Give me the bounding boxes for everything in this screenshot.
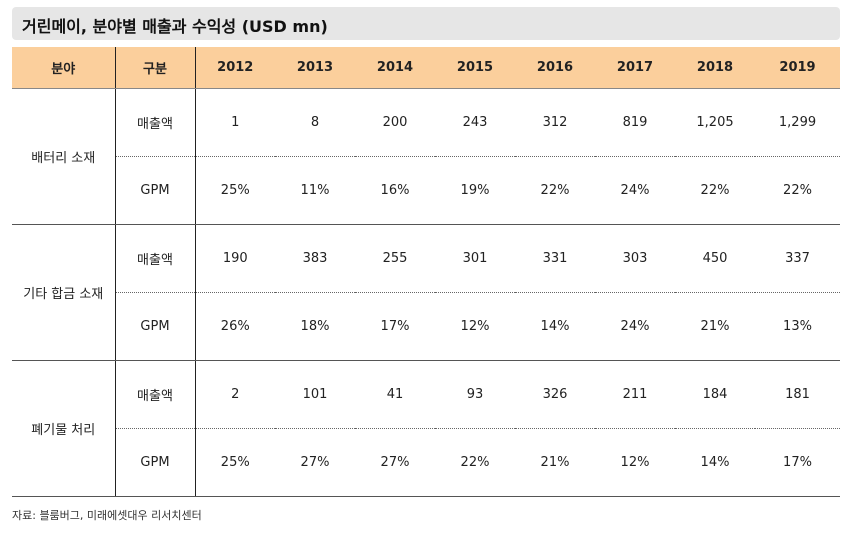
value-cell: 331	[515, 224, 595, 293]
metric-label-cell: GPM	[115, 292, 196, 361]
header-cell: 분야	[12, 47, 116, 89]
value-cell: 2	[195, 360, 275, 429]
data-table: 분야 구분 2012 2013 2014 2015 2016 2017 2018…	[12, 47, 840, 497]
value-cell: 22%	[755, 156, 840, 225]
value-cell: 101	[275, 360, 355, 429]
table-body: 배터리 소재 매출액 1 8 200 243 312 819 1,205 1,299 GPM 25% 1…	[12, 88, 840, 497]
value-cell: 819	[595, 88, 675, 157]
value-cell: 312	[515, 88, 595, 157]
header-row: 분야 구분 2012 2013 2014 2015 2016 2017 2018…	[12, 47, 840, 89]
header-cell: 2013	[275, 47, 355, 89]
value-cell: 27%	[355, 428, 435, 497]
value-cell: 21%	[515, 428, 595, 497]
value-cell: 12%	[435, 292, 515, 361]
value-cell: 184	[675, 360, 755, 429]
value-cell: 190	[195, 224, 275, 293]
value-cell: 255	[355, 224, 435, 293]
value-cell: 24%	[595, 292, 675, 361]
value-cell: 8	[275, 88, 355, 157]
value-cell: 1	[195, 88, 275, 157]
value-cell: 16%	[355, 156, 435, 225]
field-cell: 배터리 소재	[12, 88, 116, 225]
value-cell: 326	[515, 360, 595, 429]
header-cell: 2017	[595, 47, 675, 89]
value-cell: 21%	[675, 292, 755, 361]
value-cell: 383	[275, 224, 355, 293]
value-cell: 25%	[195, 156, 275, 225]
value-cell: 24%	[595, 156, 675, 225]
value-cell: 19%	[435, 156, 515, 225]
header-cell: 2015	[435, 47, 515, 89]
value-cell: 22%	[515, 156, 595, 225]
title-bar: 거린메이, 분야별 매출과 수익성 (USD mn)	[12, 7, 840, 40]
value-cell: 337	[755, 224, 840, 293]
metric-label-cell: GPM	[115, 428, 196, 497]
metric-label-cell: 매출액	[115, 88, 196, 157]
page-title: 거린메이, 분야별 매출과 수익성 (USD mn)	[22, 17, 328, 36]
field-cell: 기타 합금 소재	[12, 224, 116, 361]
value-cell: 22%	[675, 156, 755, 225]
table-row: 기타 합금 소재 매출액 190 383 255 301 331 303 450 337	[12, 224, 840, 361]
field-cell: 폐기물 처리	[12, 360, 116, 497]
value-cell: 211	[595, 360, 675, 429]
table-row: 배터리 소재 매출액 1 8 200 243 312 819 1,205 1,299	[12, 88, 840, 225]
value-cell: 93	[435, 360, 515, 429]
metric-label-cell: 매출액	[115, 224, 196, 293]
value-cell: 181	[755, 360, 840, 429]
value-cell: 243	[435, 88, 515, 157]
header-cell: 2018	[675, 47, 755, 89]
value-cell: 26%	[195, 292, 275, 361]
header-cell: 구분	[115, 47, 196, 89]
value-cell: 450	[675, 224, 755, 293]
value-cell: 17%	[755, 428, 840, 497]
value-cell: 25%	[195, 428, 275, 497]
metric-label-cell: 매출액	[115, 360, 196, 429]
value-cell: 17%	[355, 292, 435, 361]
metric-label-cell: GPM	[115, 156, 196, 225]
value-cell: 14%	[675, 428, 755, 497]
value-cell: 13%	[755, 292, 840, 361]
header-cell: 2014	[355, 47, 435, 89]
table-row: GPM 25% 27% 27% 22% 21% 12% 14% 17%	[12, 428, 840, 497]
header-cell: 2012	[195, 47, 275, 89]
value-cell: 41	[355, 360, 435, 429]
value-cell: 301	[435, 224, 515, 293]
table-row: GPM 26% 18% 17% 12% 14% 24% 21% 13%	[12, 292, 840, 361]
value-cell: 11%	[275, 156, 355, 225]
value-cell: 12%	[595, 428, 675, 497]
table-row: 폐기물 처리 매출액 2 101 41 93 326 211 184 181	[12, 360, 840, 497]
value-cell: 14%	[515, 292, 595, 361]
source-note: 자료: 블룸버그, 미래에셋대우 리서치센터	[12, 509, 202, 522]
header-cell: 2019	[755, 47, 840, 89]
value-cell: 22%	[435, 428, 515, 497]
value-cell: 1,299	[755, 88, 840, 157]
value-cell: 27%	[275, 428, 355, 497]
table-row: GPM 25% 11% 16% 19% 22% 24% 22% 22%	[12, 156, 840, 225]
header-cell: 2016	[515, 47, 595, 89]
value-cell: 200	[355, 88, 435, 157]
value-cell: 1,205	[675, 88, 755, 157]
value-cell: 18%	[275, 292, 355, 361]
value-cell: 303	[595, 224, 675, 293]
